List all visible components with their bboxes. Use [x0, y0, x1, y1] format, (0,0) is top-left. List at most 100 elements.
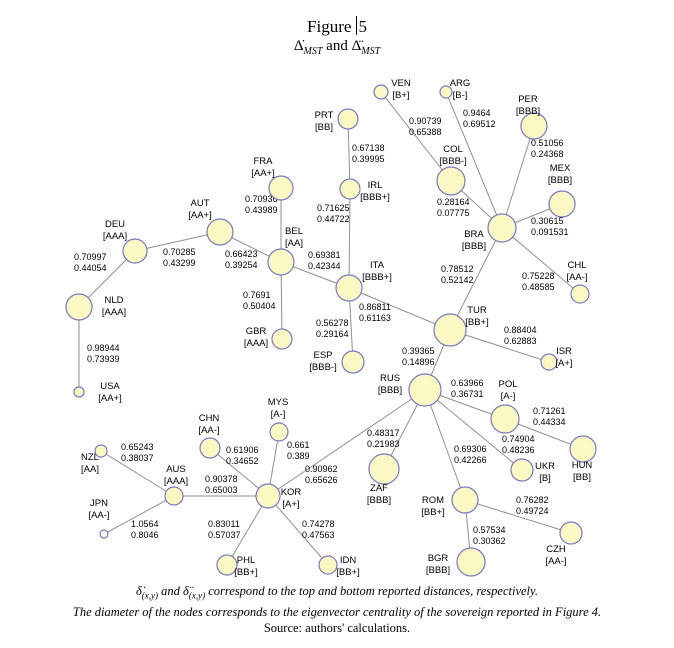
node-rating-GBR: [AAA]	[244, 338, 268, 349]
node-PER	[520, 112, 548, 140]
node-CZH	[559, 521, 583, 545]
node-ESP	[341, 350, 365, 374]
node-AUT	[206, 218, 234, 246]
node-label-CHL: CHL	[567, 260, 586, 271]
figure-caption: δ̇(x,y) and δ̈(x,y) correspond to the to…	[0, 583, 674, 636]
edge-label-top-ITA-ESP: 0.56278	[316, 318, 349, 328]
node-label-ARG: ARG	[450, 78, 471, 89]
node-ZAF	[368, 453, 400, 485]
node-USA	[73, 386, 85, 398]
node-rating-IRL: [BBB+]	[360, 192, 390, 203]
caption-source: Source: authors' calculations.	[263, 620, 411, 635]
edge-label-top-PRT-IRL: 0.67138	[352, 143, 385, 153]
edge-label-top-BRA-CHL: 0.75228	[522, 271, 555, 281]
node-label-MYS: MYS	[268, 397, 289, 408]
edge-label-bottom-PRT-IRL: 0.39995	[352, 154, 385, 164]
node-PHL	[216, 554, 238, 576]
edge-label-bottom-KOR-IDN: 0.47563	[302, 530, 335, 540]
figure-title-block: Figure 5 Δ̇MST and Δ̈MST	[0, 16, 674, 57]
node-ARG	[439, 85, 453, 99]
node-rating-PHL: [BB+]	[234, 567, 258, 578]
edge-AUS-JPN	[103, 495, 175, 535]
node-label-POL: POL	[498, 379, 517, 390]
edge-label-top-RUS-ROM: 0.69306	[454, 444, 487, 454]
edge-RUS-ROM	[424, 389, 466, 501]
edge-label-top-KOR-CHN: 0.61906	[226, 445, 259, 455]
delta-dot-subscript: MST	[303, 46, 323, 57]
node-BGR	[456, 547, 486, 577]
node-label-ZAF: ZAF	[370, 483, 388, 494]
node-GBR	[271, 328, 293, 350]
text-cursor	[356, 16, 358, 35]
node-rating-ESP: [BBB-]	[309, 362, 336, 373]
figure-label: Figure	[307, 17, 352, 36]
edge-label-bottom-DEU-AUT: 0.43299	[163, 258, 196, 268]
edge-ITA-TUR	[348, 287, 451, 331]
edge-label-top-VEN-COL: 0.90739	[409, 116, 442, 126]
node-rating-CHL: [AA-]	[566, 272, 587, 283]
edge-label-top-AUT-BEL: 0.66423	[225, 249, 258, 259]
node-label-FRA: FRA	[254, 156, 274, 167]
node-rating-MYS: [A-]	[271, 409, 286, 420]
node-label-BRA: BRA	[464, 229, 484, 240]
node-rating-RUS: [BBB]	[378, 385, 402, 396]
delta-dot-small-subscript: (x,y)	[141, 590, 159, 601]
node-rating-JPN: [AA-]	[88, 510, 109, 521]
node-label-HUN: HUN	[572, 460, 593, 471]
node-label-MEX: MEX	[550, 163, 571, 174]
edge-label-bottom-TUR-ISR: 0.62883	[504, 336, 537, 346]
node-label-PRT: PRT	[315, 110, 334, 121]
edge-label-top-MEX-BRA: 0.30615	[531, 216, 564, 226]
node-ISR	[540, 353, 558, 371]
node-label-UKR: UKR	[535, 461, 555, 472]
subtitle-and-text: and	[322, 38, 352, 54]
edge-label-top-BEL-ITA: 0.69381	[308, 250, 341, 260]
edge-label-top-TUR-ISR: 0.88404	[504, 325, 537, 335]
node-rating-BRA: [BBB]	[462, 241, 486, 252]
node-BEL	[267, 248, 295, 276]
node-rating-IDN: [BB+]	[336, 567, 360, 578]
node-IRL	[339, 178, 361, 200]
edge-label-bottom-RUS-KOR: 0.65626	[305, 475, 338, 485]
node-label-PHL: PHL	[237, 555, 255, 566]
edge-label-top-KOR-IDN: 0.74278	[302, 519, 335, 529]
edge-label-top-FRA-BEL: 0.70936	[245, 194, 278, 204]
node-rating-POL: [A-]	[501, 391, 516, 402]
node-MYS	[269, 422, 289, 442]
edge-RUS-UKR	[424, 389, 523, 471]
edge-label-bottom-ITA-TUR: 0.61163	[359, 313, 391, 323]
edge-TUR-ISR	[449, 329, 550, 363]
node-label-NLD: NLD	[104, 295, 123, 306]
node-HUN	[569, 435, 597, 463]
node-IDN	[318, 555, 338, 575]
edge-PRT-IRL	[347, 118, 351, 190]
edge-label-bottom-RUS-UKR: 0.48236	[502, 445, 535, 455]
node-CHL	[570, 284, 590, 304]
edge-label-bottom-RUS-ROM: 0.42266	[454, 455, 487, 465]
delta-ddot-small-symbol: δ̈	[183, 584, 189, 598]
node-rating-PRT: [BB]	[315, 122, 333, 133]
figure-number: 5	[358, 17, 367, 36]
edge-label-top-KOR-MYS: 0.661	[287, 440, 310, 450]
node-label-JPN: JPN	[90, 498, 108, 509]
node-rating-PER: [BBB]	[516, 106, 540, 117]
node-label-GBR: GBR	[246, 326, 267, 337]
node-CHN	[199, 437, 221, 459]
node-rating-HUN: [BB]	[573, 472, 591, 483]
node-label-BGR: BGR	[428, 553, 449, 564]
node-rating-CZH: [AA-]	[545, 556, 566, 567]
edge-label-bottom-RUS-ZAF: 0.21983	[367, 439, 400, 449]
edge-VEN-COL	[380, 91, 452, 182]
node-ITA	[335, 274, 363, 302]
node-JPN	[99, 529, 109, 539]
edge-label-top-ARG-BRA: 0.9464	[463, 108, 491, 118]
node-rating-DEU: [AAA]	[103, 231, 127, 242]
edge-label-bottom-KOR-MYS: 0.389	[287, 451, 310, 461]
node-PRT	[337, 108, 359, 130]
caption-line-2: The diameter of the nodes corresponds to…	[72, 604, 602, 619]
edge-ROM-CZH	[464, 499, 572, 534]
figure-title: Figure 5	[0, 16, 674, 37]
node-rating-COL: [BBB-]	[439, 156, 466, 167]
